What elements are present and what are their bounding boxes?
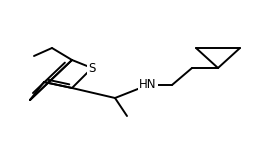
Text: HN: HN (139, 79, 157, 92)
Text: S: S (88, 61, 96, 74)
